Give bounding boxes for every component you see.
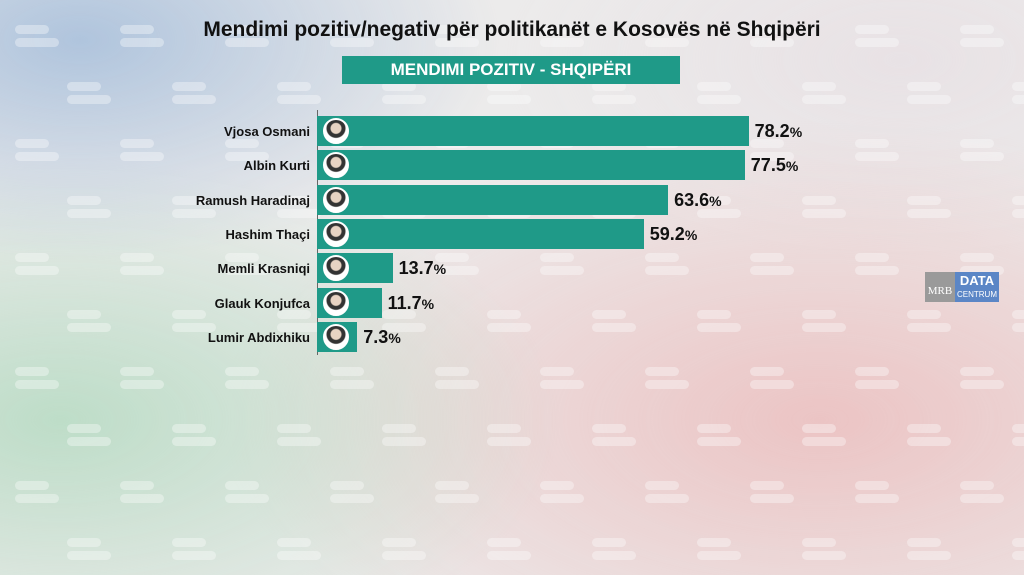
euronews-watermark-icon [330,367,374,393]
euronews-watermark-icon [697,538,741,564]
category-label: Albin Kurti [243,158,310,174]
euronews-watermark-icon [487,310,531,336]
data-centrum-logo: DATA CENTRUM [955,272,999,302]
politician-avatar-icon [323,152,349,179]
bar [317,218,644,249]
euronews-watermark-icon [907,196,951,222]
euronews-watermark-icon [67,424,111,450]
euronews-watermark-icon [67,82,111,108]
category-label: Lumir Abdixhiku [207,329,310,345]
category-label: Ramush Haradinaj [195,192,310,208]
euronews-watermark-icon [1012,424,1024,450]
politician-avatar-icon [323,323,349,350]
data-label: 59.2% [649,223,698,244]
euronews-watermark-icon [960,481,1004,507]
euronews-watermark-icon [750,367,794,393]
euronews-watermark-icon [960,139,1004,165]
euronews-watermark-icon [225,481,269,507]
mrb-data-centrum-logo: MRB DATA CENTRUM [925,272,999,302]
euronews-watermark-icon [645,367,689,393]
euronews-watermark-icon [592,538,636,564]
category-label: Vjosa Osmani [224,124,310,139]
euronews-watermark-icon [277,82,321,108]
data-label: 11.7% [387,292,435,313]
euronews-watermark-icon [1012,310,1024,336]
euronews-watermark-icon [802,196,846,222]
data-label: 78.2% [754,121,803,141]
category-label: Memli Krasniqi [217,261,310,277]
logo-data-text: DATA [959,273,995,288]
euronews-watermark-icon [907,310,951,336]
euronews-watermark-icon [435,481,479,507]
euronews-watermark-icon [750,253,794,279]
politician-avatar-icon [323,289,349,316]
bar [317,116,749,146]
politician-avatar-icon [323,255,349,282]
euronews-watermark-icon [907,424,951,450]
euronews-watermark-icon [15,367,59,393]
euronews-watermark-icon [330,481,374,507]
euronews-watermark-icon [960,367,1004,393]
euronews-watermark-icon [382,424,426,450]
euronews-watermark-icon [592,424,636,450]
euronews-watermark-icon [592,310,636,336]
euronews-watermark-icon [435,367,479,393]
euronews-watermark-icon [120,367,164,393]
euronews-watermark-icon [382,82,426,108]
euronews-watermark-icon [540,253,584,279]
data-label: 7.3% [363,326,401,347]
euronews-watermark-icon [907,82,951,108]
chart-title: Mendimi pozitiv/negativ për politikanët … [203,18,821,41]
euronews-watermark-icon [697,424,741,450]
euronews-watermark-icon [172,538,216,564]
euronews-watermark-icon [277,424,321,450]
politician-avatar-icon [323,186,349,213]
euronews-watermark-icon [802,82,846,108]
euronews-watermark-icon [225,367,269,393]
bar [317,150,745,181]
chart-subtitle: MENDIMI POZITIV - SHQIPËRI [342,56,680,84]
euronews-watermark-icon [697,82,741,108]
euronews-watermark-icon [802,538,846,564]
euronews-watermark-icon [697,310,741,336]
logo-centrum-text: CENTRUM [957,290,997,299]
category-label: Hashim Thaçi [225,226,310,242]
euronews-watermark-icon [1012,538,1024,564]
bar [317,184,669,215]
euronews-watermark-icon [1012,196,1024,222]
euronews-watermark-icon [750,481,794,507]
category-label: Glauk Konjufca [214,295,310,311]
data-label: 63.6% [674,189,722,210]
euronews-watermark-icon [540,367,584,393]
euronews-watermark-icon [487,82,531,108]
data-label: 13.7% [398,258,447,279]
euronews-watermark-icon [592,82,636,108]
euronews-watermark-icon [172,424,216,450]
data-label: 77.5% [750,155,799,176]
euronews-watermark-icon [487,424,531,450]
euronews-watermark-icon [907,538,951,564]
euronews-watermark-icon [172,82,216,108]
euronews-watermark-icon [855,367,899,393]
mrb-logo: MRB [925,272,955,302]
euronews-watermark-icon [855,253,899,279]
politician-avatar-icon [323,118,349,144]
politician-avatar-icon [323,220,349,247]
euronews-watermark-icon [277,538,321,564]
euronews-watermark-icon [15,481,59,507]
euronews-watermark-icon [540,481,584,507]
euronews-watermark-icon [1012,82,1024,108]
euronews-watermark-icon [120,481,164,507]
euronews-watermark-icon [855,481,899,507]
euronews-watermark-icon [802,310,846,336]
euronews-watermark-icon [487,538,531,564]
euronews-watermark-icon [645,481,689,507]
euronews-watermark-icon [645,253,689,279]
euronews-watermark-icon [382,538,426,564]
euronews-watermark-icon [855,139,899,165]
euronews-watermark-icon [67,538,111,564]
euronews-watermark-icon [802,424,846,450]
